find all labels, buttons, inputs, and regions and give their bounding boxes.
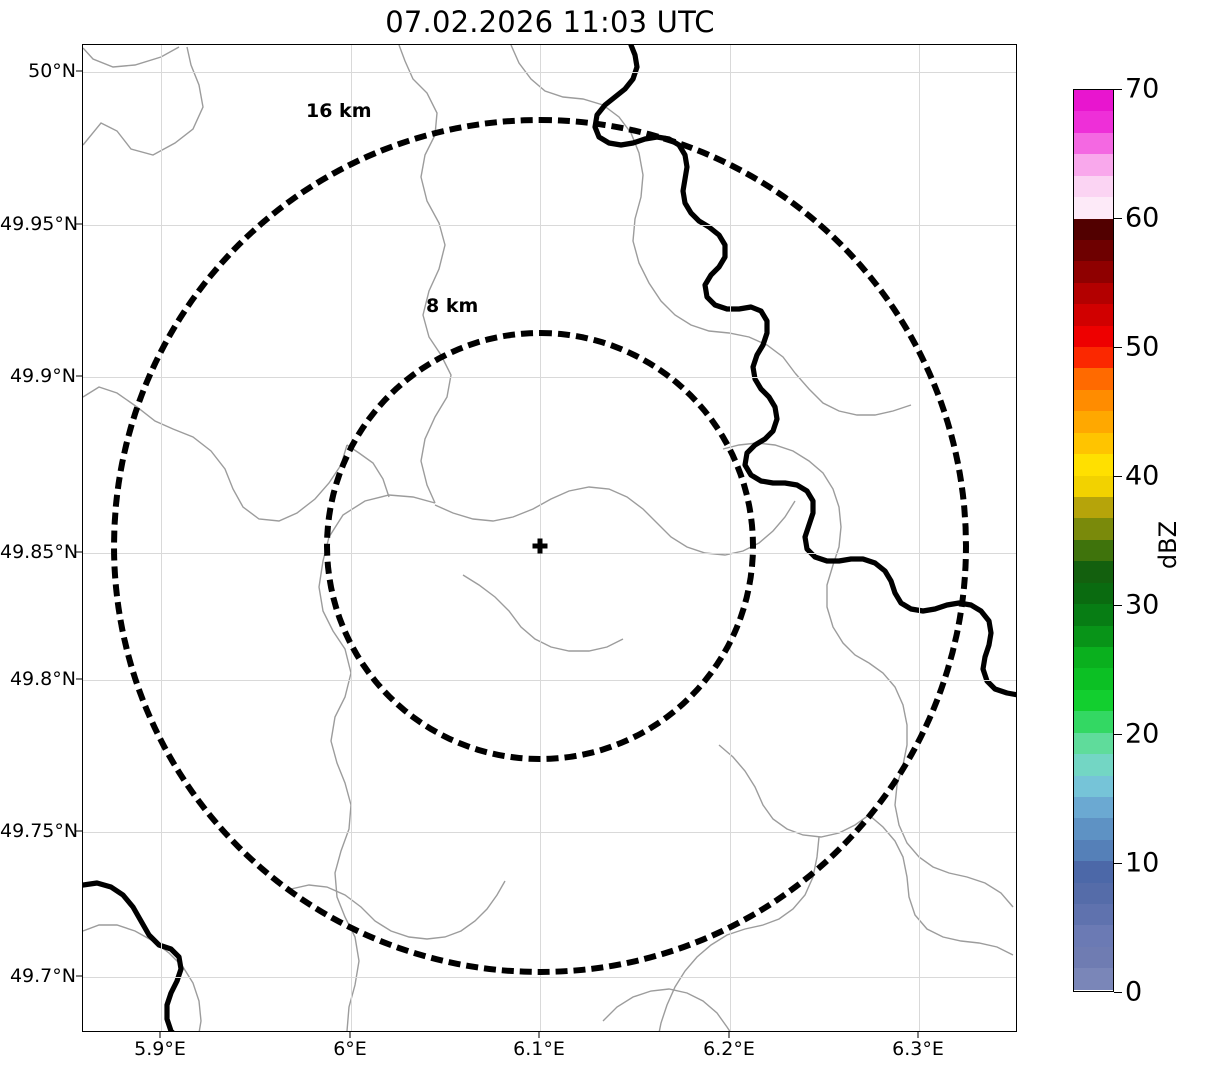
colorbar-band xyxy=(1074,818,1113,840)
radar-map-plot: 16 km 8 km xyxy=(82,44,1017,1032)
colorbar-band xyxy=(1074,925,1113,947)
colorbar-band xyxy=(1074,347,1113,369)
colorbar-band xyxy=(1074,904,1113,926)
x-axis-tick xyxy=(349,1032,351,1038)
colorbar-band xyxy=(1074,689,1113,712)
colorbar xyxy=(1073,89,1114,992)
colorbar-band xyxy=(1074,154,1113,176)
colorbar-tick xyxy=(1114,347,1122,349)
colorbar-tick xyxy=(1114,734,1122,736)
colorbar-tick xyxy=(1114,863,1122,865)
x-axis-tick-label: 6.2°E xyxy=(703,1038,755,1060)
colorbar-band xyxy=(1074,132,1113,155)
colorbar-tick-label: 70 xyxy=(1125,73,1160,105)
x-axis-tick-label: 6°E xyxy=(333,1038,367,1060)
x-axis-tick xyxy=(159,1032,161,1038)
range-ring-16km xyxy=(111,117,969,975)
colorbar-band xyxy=(1074,754,1113,776)
colorbar-band xyxy=(1074,839,1113,862)
y-axis-tick xyxy=(76,678,82,680)
colorbar-band xyxy=(1074,218,1113,240)
colorbar-band xyxy=(1074,111,1113,133)
colorbar-tick xyxy=(1114,218,1122,220)
colorbar-tick xyxy=(1114,605,1122,607)
colorbar-band xyxy=(1074,582,1113,605)
x-axis-tick xyxy=(538,1032,540,1038)
colorbar-band xyxy=(1074,646,1113,669)
colorbar-band xyxy=(1074,711,1113,733)
colorbar-band xyxy=(1074,197,1113,219)
colorbar-band xyxy=(1074,625,1113,647)
y-axis-tick xyxy=(76,70,82,72)
colorbar-band xyxy=(1074,454,1113,476)
radar-centre-marker xyxy=(532,538,548,554)
colorbar-band xyxy=(1074,968,1113,990)
colorbar-tick xyxy=(1114,476,1122,478)
colorbar-band xyxy=(1074,90,1113,112)
gridline-horizontal xyxy=(83,72,1016,73)
colorbar-tick-label: 40 xyxy=(1125,460,1160,492)
colorbar-tick-label: 10 xyxy=(1125,847,1160,879)
colorbar-band xyxy=(1074,861,1113,883)
y-axis-tick-label: 49.75°N xyxy=(0,820,79,842)
y-axis-tick-label: 49.9°N xyxy=(9,365,76,387)
colorbar-tick xyxy=(1114,89,1122,91)
colorbar-band xyxy=(1074,175,1113,198)
y-axis-tick-label: 49.95°N xyxy=(0,213,79,235)
colorbar-band xyxy=(1074,432,1113,455)
colorbar-band xyxy=(1074,368,1113,390)
plot-inner: 16 km 8 km xyxy=(83,45,1016,1031)
y-axis-tick-label: 49.7°N xyxy=(9,965,76,987)
gridline-horizontal xyxy=(83,977,1016,978)
y-axis-tick xyxy=(76,830,82,832)
colorbar-tick xyxy=(1114,992,1122,994)
colorbar-band xyxy=(1074,239,1113,262)
colorbar-band xyxy=(1074,411,1113,433)
y-axis-tick xyxy=(76,375,82,377)
x-axis-tick-label: 5.9°E xyxy=(134,1038,186,1060)
colorbar-band xyxy=(1074,668,1113,690)
colorbar-band xyxy=(1074,325,1113,348)
y-axis-tick xyxy=(76,223,82,225)
colorbar-band xyxy=(1074,561,1113,583)
y-axis-tick-label: 49.8°N xyxy=(9,668,76,690)
y-axis-tick xyxy=(76,551,82,553)
colorbar-band xyxy=(1074,946,1113,969)
colorbar-band xyxy=(1074,282,1113,305)
range-ring-label-8km: 8 km xyxy=(426,295,479,317)
colorbar-band xyxy=(1074,732,1113,755)
colorbar-band xyxy=(1074,775,1113,797)
colorbar-band xyxy=(1074,882,1113,905)
colorbar-band xyxy=(1074,304,1113,326)
colorbar-band xyxy=(1074,539,1113,562)
colorbar-tick-label: 20 xyxy=(1125,718,1160,750)
colorbar-tick-label: 50 xyxy=(1125,331,1160,363)
range-ring-8km xyxy=(324,330,756,762)
colorbar-band xyxy=(1074,261,1113,283)
y-axis-tick xyxy=(76,975,82,977)
colorbar-band xyxy=(1074,796,1113,819)
x-axis-tick xyxy=(917,1032,919,1038)
y-axis-tick-label: 50°N xyxy=(28,60,76,82)
colorbar-tick-label: 30 xyxy=(1125,589,1160,621)
x-axis-tick xyxy=(728,1032,730,1038)
colorbar-band xyxy=(1074,389,1113,412)
x-axis-tick-label: 6.1°E xyxy=(513,1038,565,1060)
colorbar-band xyxy=(1074,475,1113,498)
x-axis-tick-label: 6.3°E xyxy=(892,1038,944,1060)
colorbar-band xyxy=(1074,518,1113,540)
colorbar-tick-label: 60 xyxy=(1125,202,1160,234)
range-ring-label-16km: 16 km xyxy=(306,100,372,122)
colorbar-band xyxy=(1074,604,1113,626)
colorbar-title: dBZ xyxy=(1154,520,1182,570)
colorbar-band xyxy=(1074,497,1113,519)
page-title: 07.02.2026 11:03 UTC xyxy=(385,5,715,39)
y-axis-tick-label: 49.85°N xyxy=(0,541,79,563)
colorbar-tick-label: 0 xyxy=(1125,976,1143,1008)
